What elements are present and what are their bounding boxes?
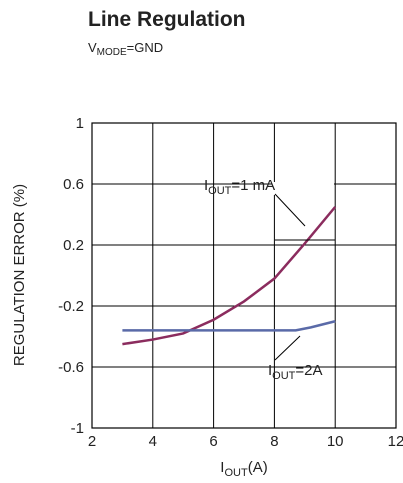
series-line bbox=[122, 206, 337, 346]
y-tick-label: -0.6 bbox=[58, 359, 84, 376]
y-tick-label: 0.2 bbox=[63, 237, 84, 254]
label-main: I bbox=[268, 362, 272, 379]
x-tick-label: 4 bbox=[149, 433, 157, 450]
series-label: IOUT=1 mA bbox=[204, 177, 275, 197]
x-tick-label: 2 bbox=[88, 433, 96, 450]
y-tick-label: 0.6 bbox=[63, 176, 84, 193]
label-sub: OUT bbox=[272, 370, 296, 382]
y-tick-label: -0.2 bbox=[58, 298, 84, 315]
y-axis-label: REGULATION ERROR (%) bbox=[11, 184, 28, 366]
x-tick-label: 6 bbox=[209, 433, 217, 450]
series-line bbox=[122, 320, 336, 332]
label-rest: =1 mA bbox=[231, 177, 275, 194]
label-bg bbox=[272, 182, 334, 195]
leader-line bbox=[274, 335, 301, 361]
y-tick-label: -1 bbox=[71, 420, 84, 437]
y-tick-label: 1 bbox=[76, 115, 84, 132]
label-main: I bbox=[204, 177, 208, 194]
plot-frame bbox=[91, 122, 397, 429]
x-tick-label: 10 bbox=[327, 433, 344, 450]
x-axis-label: IOUT(A) bbox=[220, 459, 267, 479]
leader-line bbox=[274, 193, 306, 227]
x-tick-label: 8 bbox=[270, 433, 278, 450]
label-rest: =2A bbox=[295, 362, 322, 379]
label-sub: OUT bbox=[208, 185, 232, 197]
chart-title: Line Regulation bbox=[88, 8, 246, 31]
subtitle: VMODE=GND bbox=[88, 40, 163, 58]
series-label: IOUT=2A bbox=[268, 362, 323, 382]
x-tick-label: 12 bbox=[388, 433, 403, 450]
